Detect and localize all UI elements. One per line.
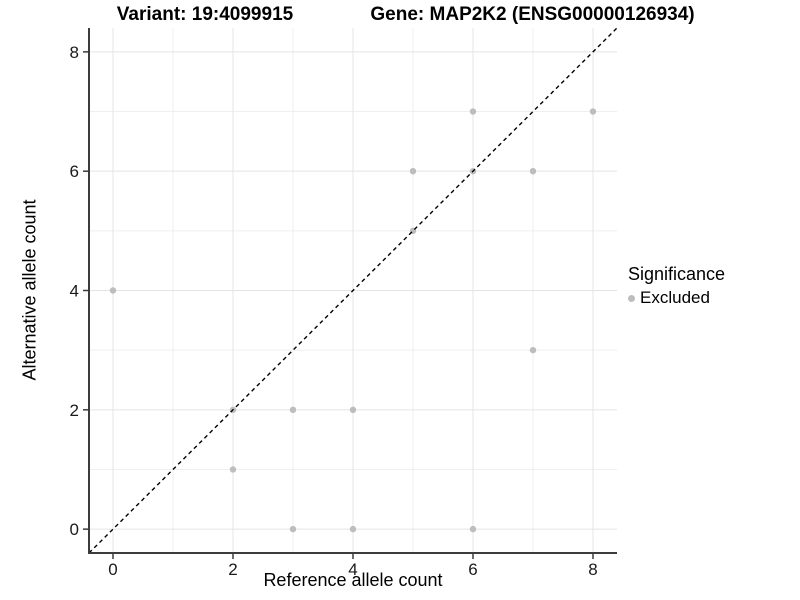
plot-title-variant: Variant: 19:4099915 [116, 4, 294, 25]
plot-title-gene: Gene: MAP2K2 (ENSG00000126934) [370, 4, 695, 25]
legend: Significance Excluded [628, 264, 725, 308]
svg-text:6: 6 [70, 162, 79, 181]
svg-text:0: 0 [108, 560, 117, 579]
y-axis-title: Alternative allele count [19, 199, 40, 381]
x-axis-title: Reference allele count [263, 570, 443, 590]
svg-text:2: 2 [228, 560, 237, 579]
svg-text:0: 0 [70, 520, 79, 539]
legend-item-excluded: Excluded [628, 288, 725, 308]
svg-text:4: 4 [348, 560, 357, 579]
svg-text:2: 2 [70, 401, 79, 420]
svg-text:4: 4 [70, 282, 79, 301]
svg-text:8: 8 [70, 43, 79, 62]
svg-text:6: 6 [468, 560, 477, 579]
excluded-point-icon [628, 294, 635, 302]
legend-item-label: Excluded [640, 288, 710, 307]
svg-text:8: 8 [588, 560, 597, 579]
legend-title: Significance [628, 264, 726, 284]
